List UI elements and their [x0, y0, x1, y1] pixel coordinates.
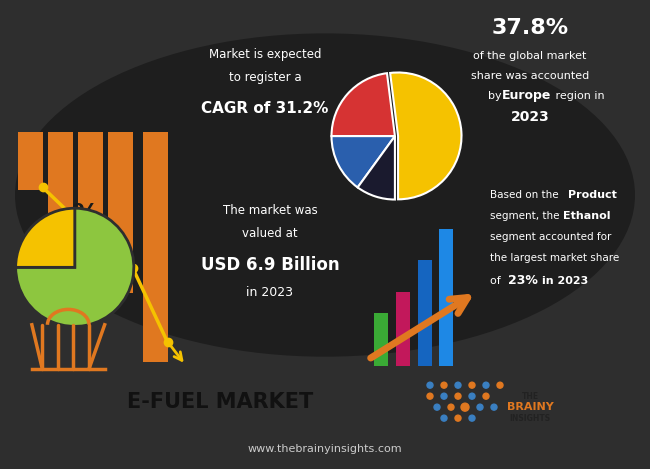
Text: Based on the: Based on the: [490, 190, 562, 200]
Bar: [396, 292, 410, 366]
Circle shape: [441, 393, 447, 399]
Wedge shape: [390, 73, 462, 199]
Text: 37.8%: 37.8%: [491, 18, 569, 38]
Text: INSIGHTS: INSIGHTS: [510, 414, 551, 423]
Circle shape: [477, 404, 483, 410]
Text: Product: Product: [568, 190, 617, 200]
Text: 23%: 23%: [508, 274, 538, 287]
Circle shape: [469, 393, 475, 399]
Text: valued at: valued at: [242, 227, 298, 240]
Text: in 2023: in 2023: [246, 286, 294, 299]
Circle shape: [491, 404, 497, 410]
Text: share was accounted: share was accounted: [471, 71, 589, 81]
Bar: [439, 229, 454, 366]
Text: in 2023: in 2023: [542, 276, 588, 286]
Circle shape: [483, 393, 489, 399]
Bar: [47, 132, 73, 219]
Text: of the global market: of the global market: [473, 51, 587, 61]
Wedge shape: [16, 208, 75, 267]
Text: Market is expected: Market is expected: [209, 48, 321, 61]
Wedge shape: [16, 208, 134, 326]
Bar: [374, 313, 389, 366]
Circle shape: [469, 415, 475, 421]
Bar: [77, 132, 103, 258]
Text: The market was: The market was: [222, 204, 317, 217]
Circle shape: [469, 382, 475, 388]
Circle shape: [427, 393, 433, 399]
Circle shape: [455, 382, 461, 388]
Text: Europe: Europe: [502, 90, 551, 102]
Bar: [107, 132, 133, 293]
Wedge shape: [358, 136, 395, 199]
Circle shape: [483, 382, 489, 388]
Ellipse shape: [15, 33, 635, 357]
Text: www.thebrainyinsights.com: www.thebrainyinsights.com: [248, 444, 402, 454]
Circle shape: [441, 415, 447, 421]
Text: E-FUEL MARKET: E-FUEL MARKET: [127, 392, 313, 412]
Circle shape: [461, 403, 469, 411]
Text: THE: THE: [521, 392, 539, 401]
Circle shape: [441, 382, 447, 388]
Bar: [417, 260, 432, 366]
Circle shape: [427, 382, 433, 388]
Text: of: of: [490, 276, 504, 286]
Text: Ethanol: Ethanol: [563, 211, 610, 221]
Text: segment accounted for: segment accounted for: [490, 232, 612, 242]
Circle shape: [448, 404, 454, 410]
Text: region in: region in: [552, 91, 605, 101]
Text: segment, the: segment, the: [490, 211, 563, 221]
Circle shape: [434, 404, 440, 410]
Text: 2023: 2023: [511, 110, 549, 124]
Circle shape: [455, 415, 461, 421]
Text: BRAINY: BRAINY: [506, 402, 553, 412]
Wedge shape: [332, 73, 395, 136]
Wedge shape: [332, 136, 395, 188]
Circle shape: [497, 382, 503, 388]
Text: by: by: [488, 91, 505, 101]
Text: the largest market share: the largest market share: [490, 253, 619, 263]
Circle shape: [455, 393, 461, 399]
Text: USD 6.9 Billion: USD 6.9 Billion: [201, 256, 339, 274]
Bar: [18, 132, 42, 190]
Text: %: %: [71, 202, 99, 230]
Text: CAGR of 31.2%: CAGR of 31.2%: [202, 101, 329, 116]
Text: to register a: to register a: [229, 71, 302, 83]
Bar: [142, 132, 168, 362]
